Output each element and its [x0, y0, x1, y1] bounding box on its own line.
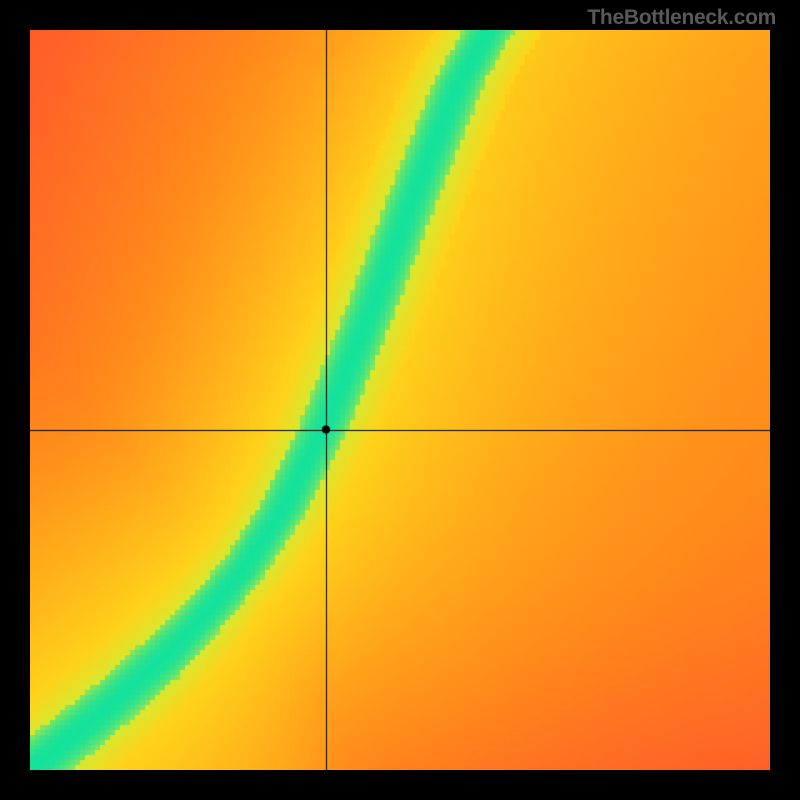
heatmap-canvas — [30, 30, 770, 770]
chart-container: TheBottleneck.com — [0, 0, 800, 800]
heatmap-plot — [30, 30, 770, 770]
watermark-text: TheBottleneck.com — [587, 6, 776, 30]
